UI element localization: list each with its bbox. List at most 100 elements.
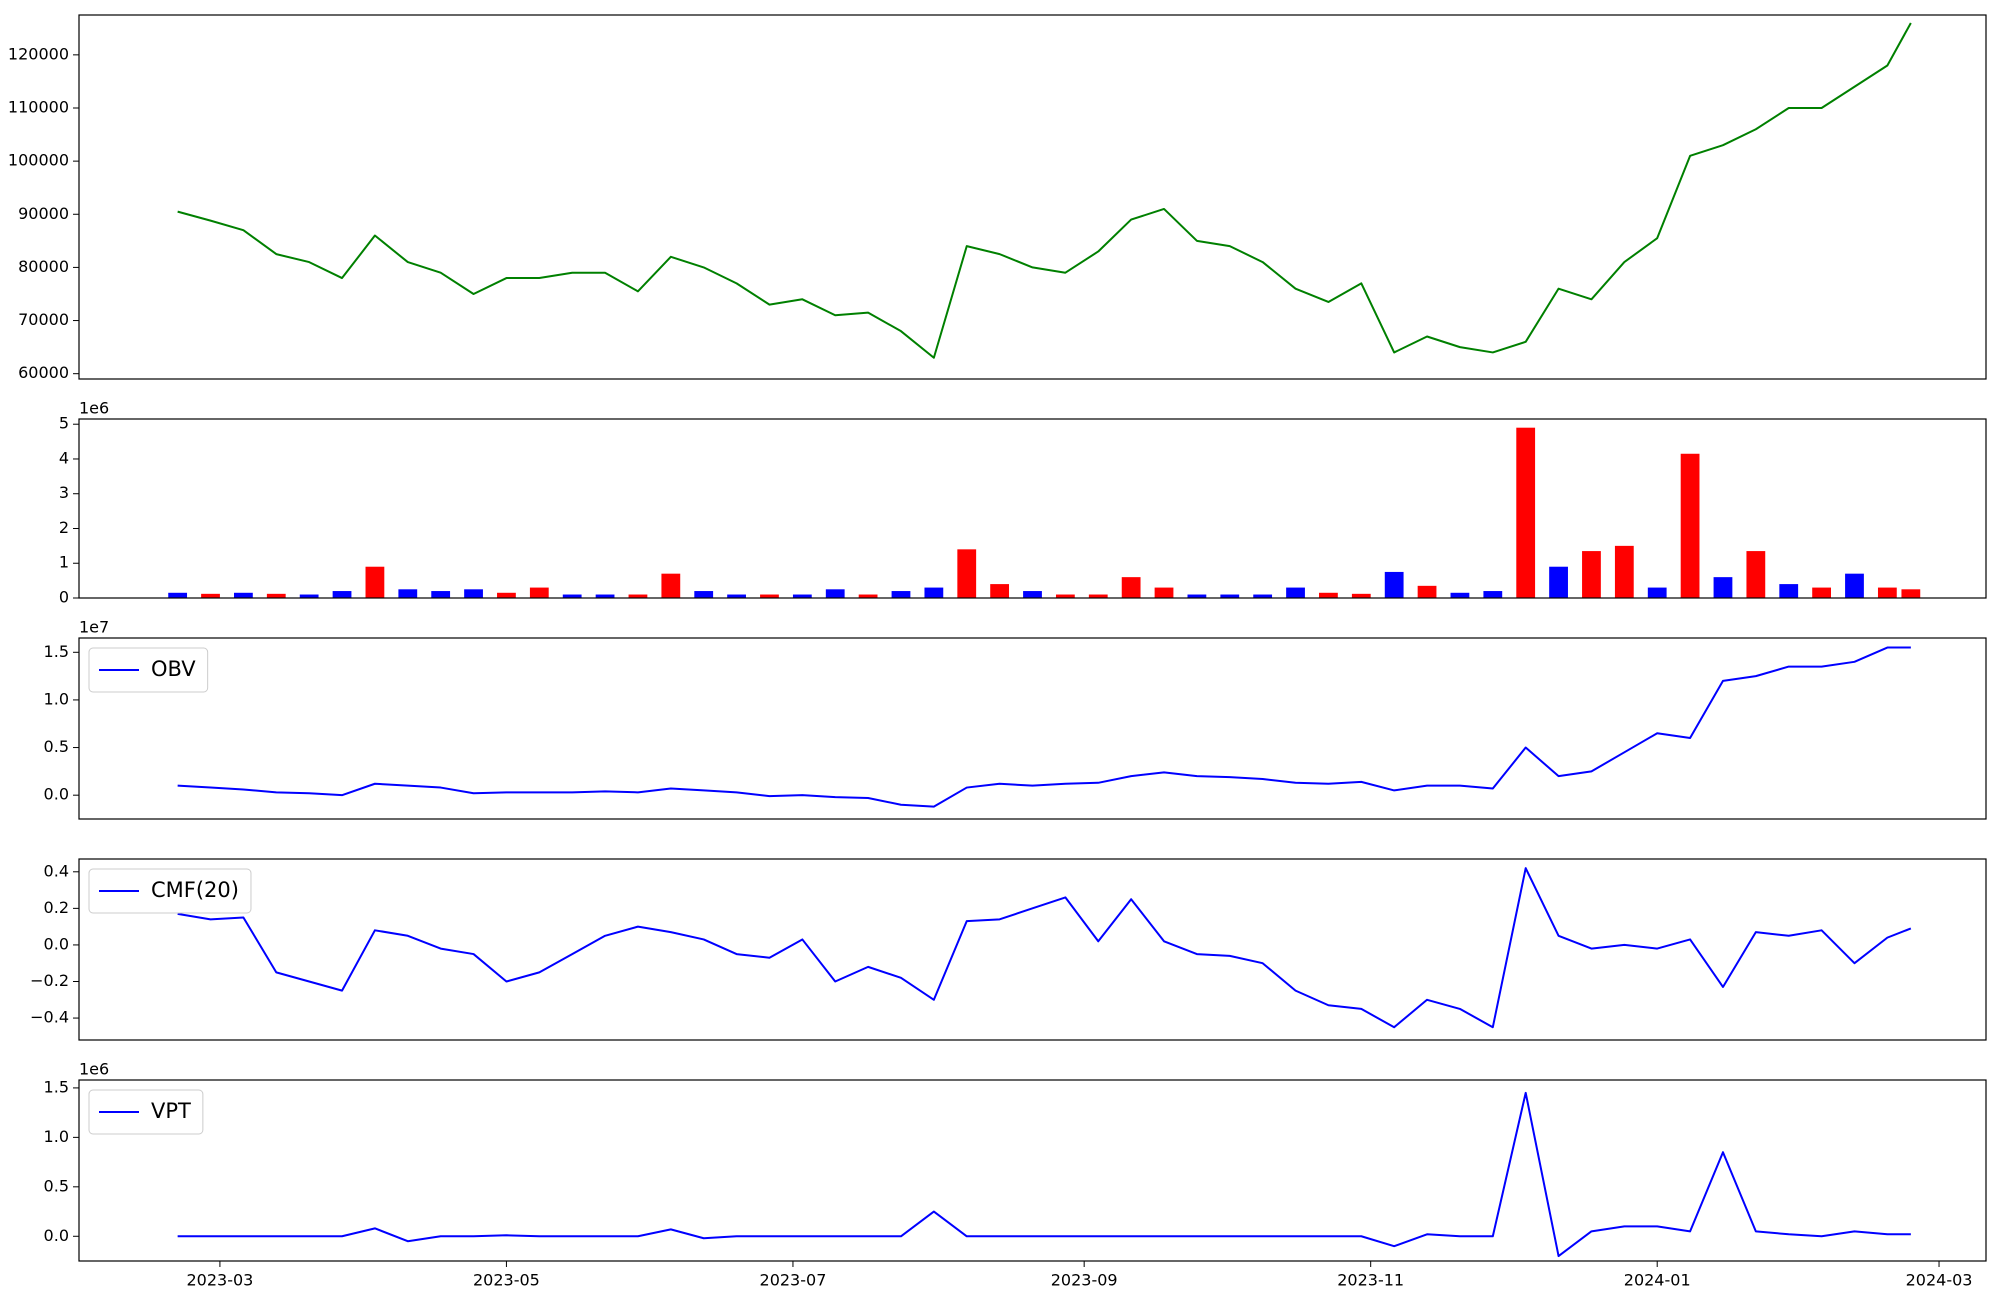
volume-bar	[365, 566, 385, 598]
axes-frame	[78, 418, 1987, 599]
volume-bar	[1417, 585, 1437, 598]
y-tick-label: 0.0	[44, 1226, 69, 1245]
volume-bar	[1582, 551, 1601, 598]
volume-bar	[760, 594, 779, 598]
volume-bar	[1516, 427, 1536, 598]
volume-bar	[1187, 594, 1207, 598]
legend-label: CMF(20)	[151, 878, 239, 902]
y-tick-label: 1	[59, 553, 69, 572]
legend-box	[88, 647, 209, 693]
volume-bar	[1351, 593, 1371, 598]
volume-bar	[1154, 587, 1174, 598]
x-tick-label: 2023-09	[1051, 1271, 1118, 1290]
series-line	[177, 867, 1912, 1029]
x-tick-label: 2023-11	[1337, 1271, 1404, 1290]
volume-bar	[1877, 587, 1897, 598]
volume-bar	[595, 594, 615, 598]
volume-bar	[529, 587, 549, 598]
legend-label: OBV	[151, 657, 196, 681]
volume-bar	[1023, 591, 1042, 598]
offset-label: 1e7	[79, 618, 109, 637]
volume-bar	[1779, 584, 1799, 598]
y-tick-label: 70000	[18, 310, 69, 329]
y-tick-label: 4	[59, 448, 69, 467]
y-tick-label: 1.0	[44, 1127, 69, 1146]
series-line	[177, 1091, 1911, 1258]
y-tick-label: 0.2	[44, 898, 69, 917]
y-tick-label: −0.2	[30, 971, 69, 990]
axes-frame	[78, 637, 1987, 820]
volume-bar	[1746, 551, 1766, 598]
volume-bar	[1483, 591, 1503, 598]
y-tick-label: 1.0	[44, 689, 69, 708]
series-line	[177, 646, 1911, 808]
volume-bar	[562, 594, 582, 598]
y-tick-label: 0.5	[44, 737, 69, 756]
volume-bar	[825, 589, 845, 598]
volume-bar	[694, 591, 714, 598]
volume-bar	[201, 593, 220, 598]
volume-bar	[1319, 592, 1338, 598]
y-tick-label: 100000	[8, 151, 69, 170]
volume-bar	[924, 587, 944, 598]
legend-box	[88, 1089, 204, 1135]
volume-bar	[1088, 594, 1108, 598]
volume-bar	[661, 573, 681, 598]
y-tick-label: 90000	[18, 204, 69, 223]
y-tick-label: 0.4	[44, 861, 69, 880]
volume-bar	[891, 591, 911, 598]
volume-bar	[1812, 587, 1831, 598]
volume-bar	[628, 594, 648, 598]
y-tick-label: 5	[59, 414, 69, 433]
volume-bar	[234, 592, 253, 598]
offset-label: 1e6	[79, 399, 109, 418]
axes-frame	[78, 858, 1987, 1041]
volume-bar	[1901, 589, 1921, 598]
x-tick-label: 2024-01	[1624, 1271, 1691, 1290]
y-tick-label: 110000	[8, 97, 69, 116]
volume-bar	[858, 594, 878, 598]
x-tick-label: 2023-07	[760, 1271, 827, 1290]
volume-bar	[1220, 594, 1240, 598]
volume-bar	[299, 594, 319, 598]
axes-frame	[78, 1079, 1987, 1262]
volume-bar	[990, 584, 1010, 598]
volume-bar	[332, 591, 352, 598]
volume-bar	[266, 593, 286, 598]
volume-bar	[1384, 571, 1404, 598]
y-tick-label: −0.4	[30, 1008, 69, 1027]
y-tick-label: 1.5	[44, 642, 69, 661]
volume-bar	[168, 592, 188, 598]
y-tick-label: 0.0	[44, 934, 69, 953]
volume-bar	[727, 594, 746, 598]
y-tick-label: 60000	[18, 363, 69, 382]
series-line	[177, 22, 1912, 359]
y-tick-label: 80000	[18, 257, 69, 276]
volume-bar	[1680, 453, 1700, 598]
volume-bar	[398, 589, 418, 598]
volume-bar	[1549, 566, 1568, 598]
volume-bar	[1253, 594, 1273, 598]
y-tick-label: 2	[59, 518, 69, 537]
volume-bar	[1614, 545, 1634, 598]
volume-bar	[1055, 594, 1075, 598]
legend-label: VPT	[151, 1099, 191, 1123]
y-tick-label: 120000	[8, 44, 69, 63]
volume-bar	[1713, 577, 1733, 598]
y-tick-label: 0.0	[44, 785, 69, 804]
y-tick-label: 3	[59, 483, 69, 502]
volume-bar	[792, 594, 812, 598]
volume-bar	[1286, 587, 1305, 598]
volume-bar	[957, 549, 977, 598]
x-tick-label: 2023-03	[186, 1271, 253, 1290]
volume-bar	[497, 592, 516, 598]
y-tick-label: 1.5	[44, 1077, 69, 1096]
volume-bar	[464, 589, 483, 598]
x-tick-label: 2023-05	[473, 1271, 540, 1290]
volume-bar	[1450, 592, 1470, 598]
legend-box	[88, 868, 252, 914]
axes-frame	[78, 14, 1987, 380]
volume-bar	[431, 591, 451, 598]
volume-bar	[1647, 587, 1667, 598]
